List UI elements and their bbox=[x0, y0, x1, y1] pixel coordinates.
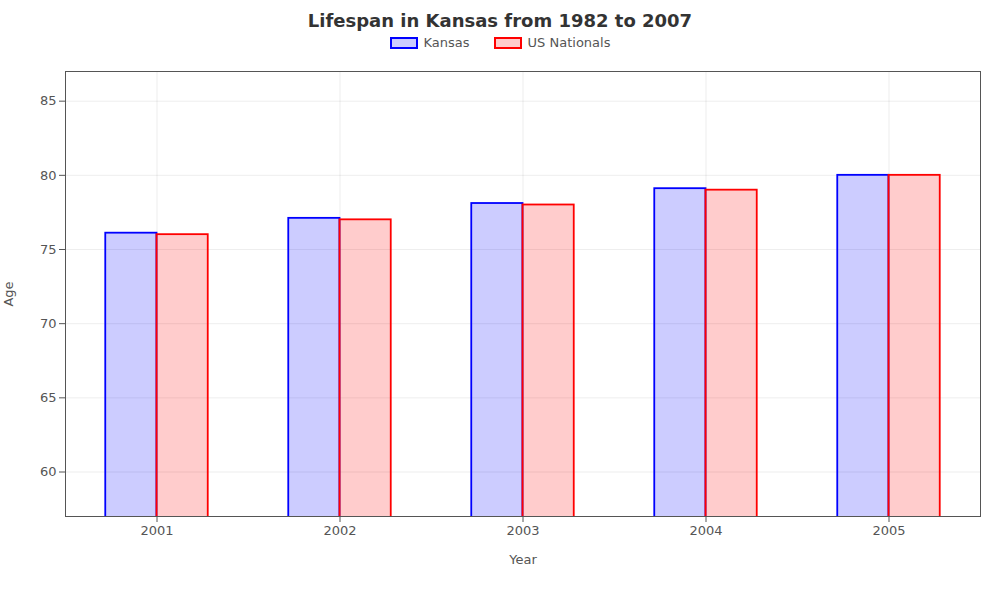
svg-text:2005: 2005 bbox=[872, 523, 905, 538]
svg-text:75: 75 bbox=[40, 242, 57, 257]
svg-text:80: 80 bbox=[40, 167, 57, 182]
svg-text:60: 60 bbox=[40, 464, 57, 479]
html-text:US Nationals: US Nationals bbox=[527, 35, 611, 50]
svg-text:2001: 2001 bbox=[140, 523, 173, 538]
svg-text:2004: 2004 bbox=[689, 523, 722, 538]
svg-text:70: 70 bbox=[40, 316, 57, 331]
svg-text:Year: Year bbox=[508, 552, 537, 567]
html-text:Kansas: Kansas bbox=[423, 35, 470, 50]
html-text:Lifespan in Kansas from 1982 t: Lifespan in Kansas from 1982 to 2007 bbox=[307, 10, 693, 31]
svg-text:65: 65 bbox=[40, 390, 57, 405]
svg-text:2002: 2002 bbox=[323, 523, 356, 538]
svg-text:85: 85 bbox=[40, 93, 57, 108]
svg-text:Age: Age bbox=[1, 281, 16, 306]
svg-text:2003: 2003 bbox=[506, 523, 539, 538]
